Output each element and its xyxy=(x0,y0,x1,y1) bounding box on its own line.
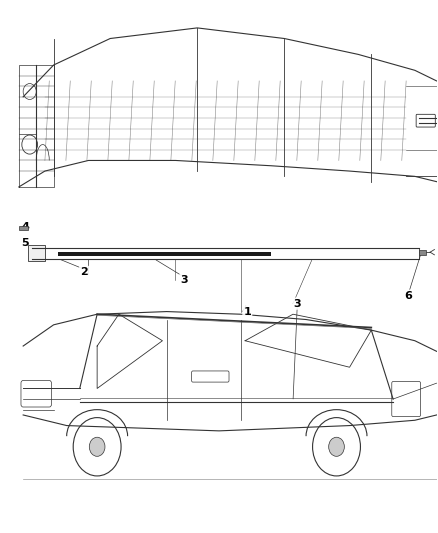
Text: 4: 4 xyxy=(21,222,29,232)
Bar xyxy=(58,252,271,256)
Bar xyxy=(19,226,28,230)
Text: 3: 3 xyxy=(293,298,301,309)
Bar xyxy=(419,249,426,255)
Bar xyxy=(28,245,45,261)
Text: 2: 2 xyxy=(80,267,88,277)
Circle shape xyxy=(89,437,105,456)
Text: 3: 3 xyxy=(180,274,188,285)
Text: 1: 1 xyxy=(244,306,251,317)
Text: 6: 6 xyxy=(404,290,412,301)
Circle shape xyxy=(328,437,344,456)
Text: 5: 5 xyxy=(21,238,29,248)
Bar xyxy=(32,248,419,259)
